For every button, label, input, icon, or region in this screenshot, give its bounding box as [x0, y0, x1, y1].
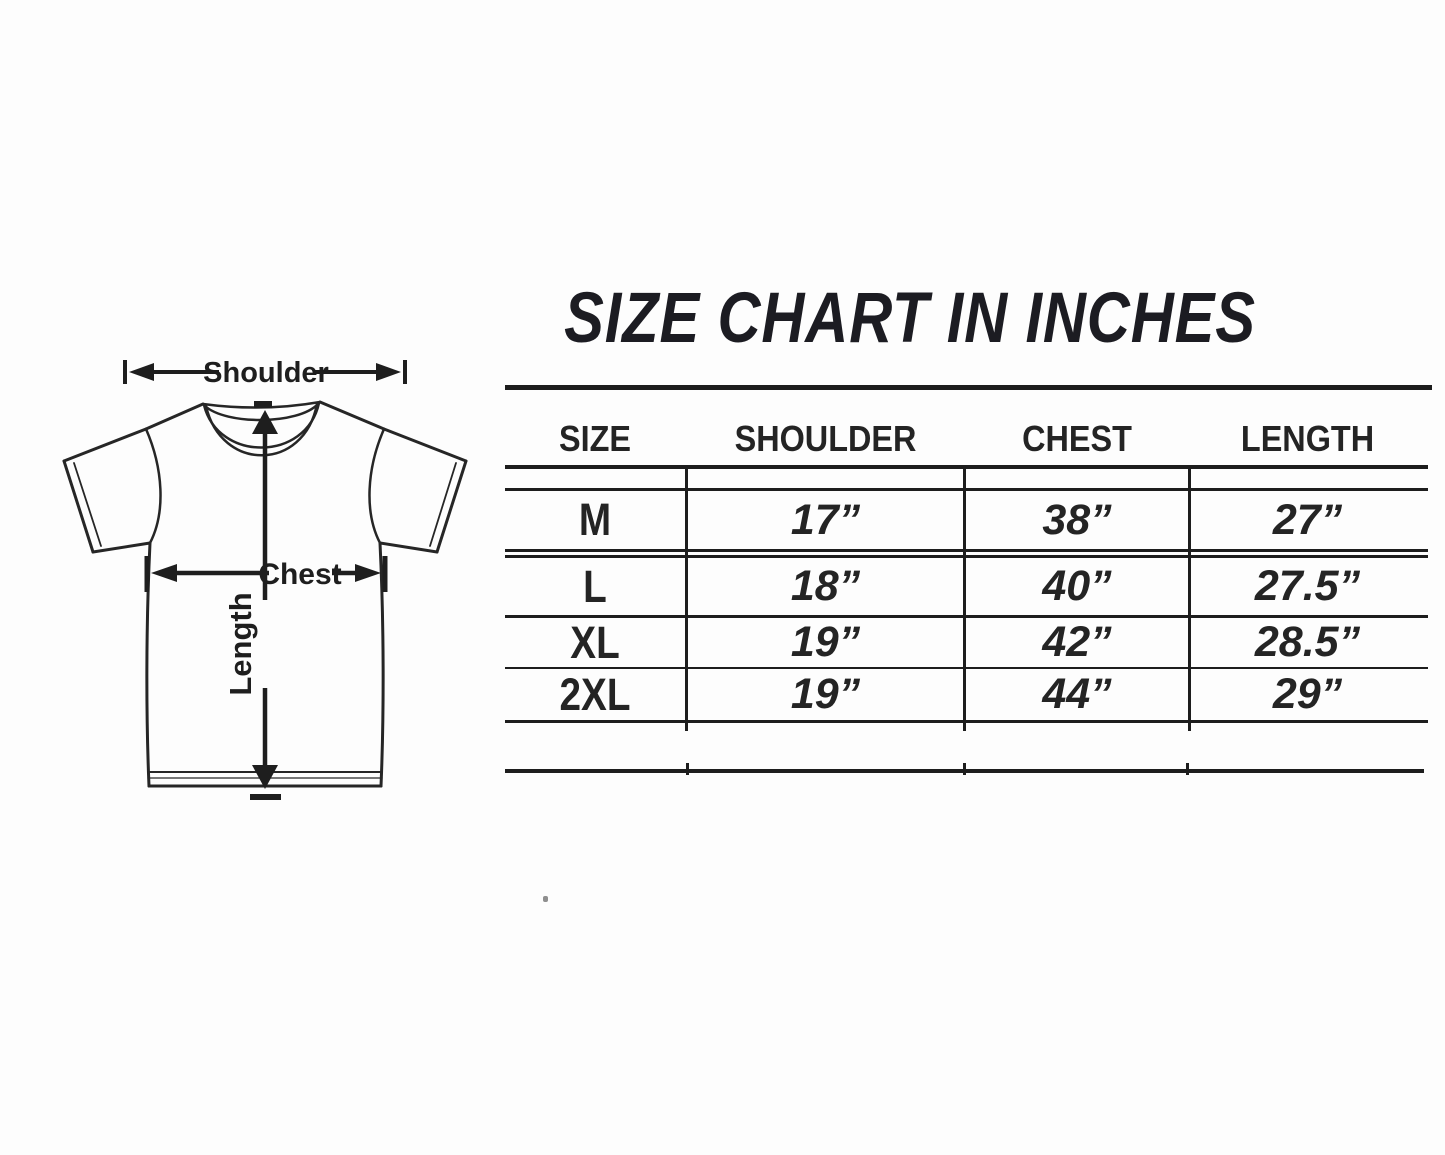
table-cell-chest: 44” — [1042, 670, 1112, 718]
tshirt-measurement-diagram: Shoulder Chest Length — [62, 357, 468, 800]
table-cell-shoulder: 18” — [790, 562, 861, 610]
column-divider — [1188, 465, 1191, 731]
shoulder-measure-arrow — [123, 360, 407, 384]
column-divider-tick — [686, 763, 689, 775]
chest-label: Chest — [258, 558, 341, 591]
column-divider — [685, 465, 688, 731]
column-divider-tick — [1186, 763, 1189, 775]
table-rule — [505, 555, 1428, 558]
table-cell-size: L — [583, 561, 607, 612]
chest-measure-arrow — [144, 556, 388, 592]
table-cell-length: 28.5” — [1254, 618, 1361, 666]
table-rule — [505, 720, 1428, 723]
table-cell-length: 29” — [1272, 670, 1343, 718]
column-header-chest: CHEST — [1022, 418, 1132, 459]
column-header-size: SIZE — [558, 418, 631, 459]
column-divider-tick — [963, 763, 966, 775]
column-divider — [963, 465, 966, 731]
header-separator-rule — [505, 465, 1428, 469]
table-top-rule — [505, 385, 1432, 390]
table-cell-size: M — [578, 494, 612, 545]
table-cell-chest: 42” — [1042, 618, 1112, 666]
table-cell-shoulder: 17” — [790, 496, 861, 544]
table-rule — [505, 549, 1428, 552]
column-header-shoulder: SHOULDER — [734, 418, 917, 459]
shoulder-label: Shoulder — [203, 357, 329, 389]
table-cell-chest: 40” — [1042, 562, 1112, 610]
table-cell-length: 27” — [1272, 496, 1343, 544]
table-cell-size: 2XL — [559, 669, 631, 720]
table-cell-shoulder: 19” — [790, 618, 861, 666]
artifact-speck — [543, 896, 548, 902]
table-rule — [505, 488, 1428, 491]
table-rule — [505, 615, 1428, 618]
table-cell-chest: 38” — [1042, 496, 1112, 544]
table-rule — [505, 667, 1428, 669]
page-title: SIZE CHART IN INCHES — [564, 279, 1256, 358]
length-measure-arrow — [250, 401, 281, 800]
tshirt-outline — [62, 400, 468, 788]
table-cell-size: XL — [570, 617, 620, 668]
column-header-length: LENGTH — [1240, 418, 1375, 459]
table-cell-shoulder: 19” — [790, 670, 861, 718]
table-cell-length: 27.5” — [1254, 562, 1361, 610]
length-label: Length — [223, 592, 258, 695]
